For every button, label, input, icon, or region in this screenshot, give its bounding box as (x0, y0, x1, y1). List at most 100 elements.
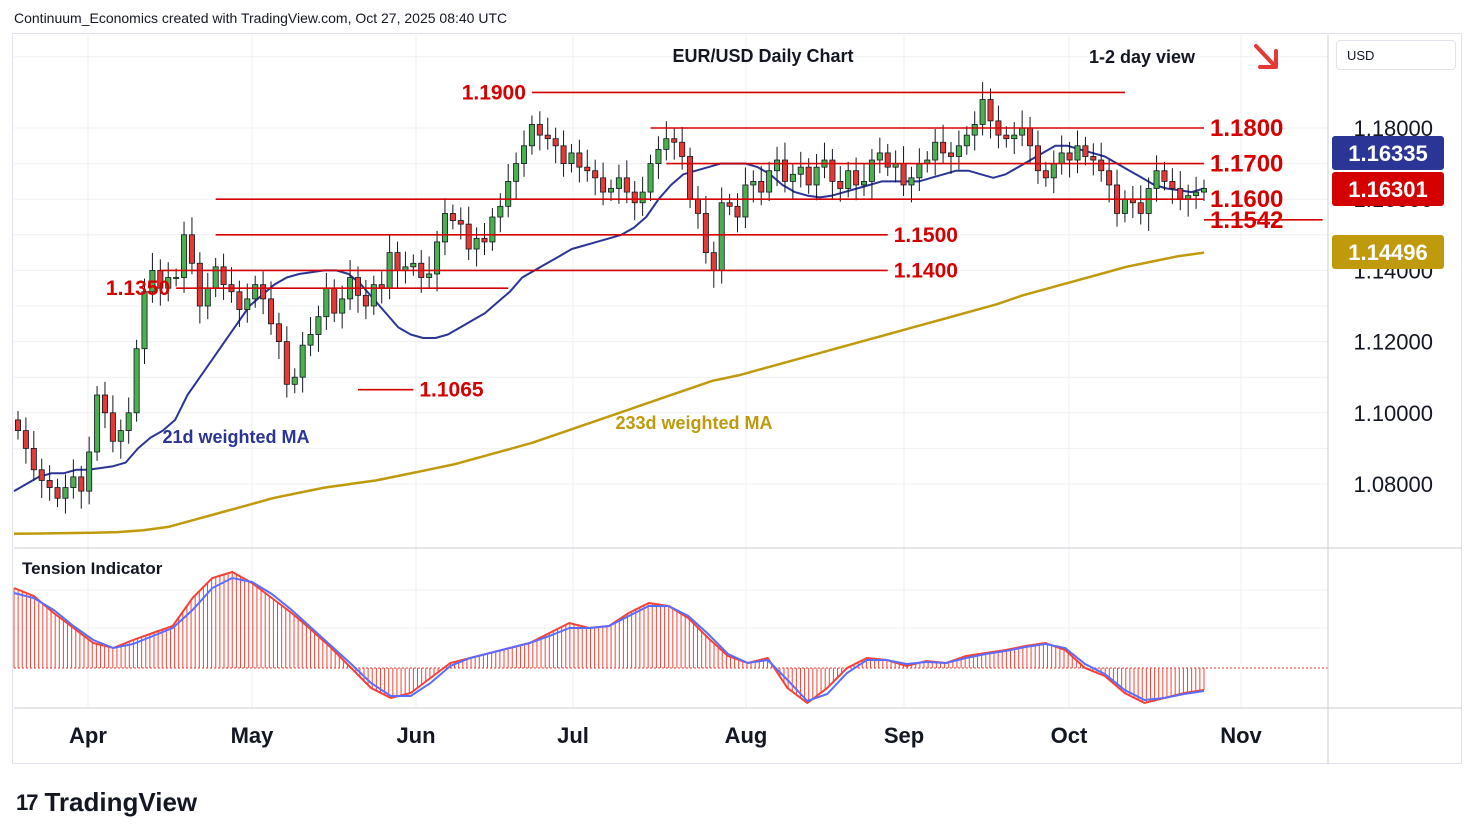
candle-body (410, 262, 417, 268)
candle-body (1019, 127, 1026, 136)
ma21-label: 21d weighted MA (162, 427, 309, 447)
candle-body (528, 124, 535, 147)
candle-body (149, 269, 156, 293)
candle-body (766, 170, 773, 193)
candle-body (473, 237, 480, 250)
candle-body (1034, 145, 1041, 172)
candle-body (449, 213, 456, 221)
candle-body (252, 284, 259, 300)
candle (979, 82, 986, 136)
level-1-1500: 1.1500 (215, 224, 958, 247)
candle (299, 331, 306, 393)
candle (1106, 159, 1113, 203)
candle-body (592, 170, 599, 179)
candle (362, 280, 369, 320)
candle (884, 144, 891, 177)
candle-body (679, 141, 686, 157)
candle-body (623, 177, 630, 193)
candle (544, 117, 551, 150)
candle (220, 253, 227, 300)
candle (766, 161, 773, 201)
candle-body (30, 447, 37, 471)
candle-body (165, 277, 172, 289)
ma21-path (13, 144, 1205, 492)
candle (813, 153, 820, 201)
candle-body (1193, 191, 1200, 197)
candle-body (536, 124, 543, 136)
candle-body (908, 177, 915, 186)
candle (853, 157, 860, 201)
candle-body (1137, 202, 1144, 214)
candle-body (900, 163, 907, 186)
candle-body (465, 223, 472, 250)
ma233-path (13, 251, 1205, 536)
candle (505, 163, 512, 218)
candle (394, 241, 401, 288)
candle-body (742, 184, 749, 218)
candle (797, 151, 804, 188)
candle-body (339, 298, 346, 314)
candle (908, 166, 915, 203)
candle (441, 198, 448, 256)
candle (845, 161, 852, 198)
candle (615, 164, 622, 204)
candle (947, 141, 954, 174)
ma21-line (13, 144, 1205, 492)
candle-body (576, 152, 583, 168)
candle (576, 139, 583, 183)
candle (631, 181, 638, 221)
level-label: 1.1350 (106, 277, 170, 300)
x-tick-label: Jun (396, 723, 435, 748)
candle-body (1066, 152, 1073, 161)
candle (204, 272, 211, 320)
candle-body (940, 141, 947, 154)
candle (1034, 130, 1041, 184)
candle-body (173, 277, 180, 279)
level-label: 1.1542 (1210, 207, 1283, 234)
candle-body (726, 202, 733, 207)
price-badge-bg (1332, 235, 1444, 269)
candle-body (505, 180, 512, 207)
candle (410, 254, 417, 276)
candle (900, 146, 907, 196)
candle (932, 129, 939, 176)
candle-body (497, 205, 504, 218)
tradingview-brand[interactable]: 17 TradingView (16, 787, 197, 818)
candle (465, 206, 472, 261)
candle (1098, 142, 1105, 182)
candle-body (861, 180, 868, 186)
candle-body (236, 291, 243, 310)
currency-button[interactable]: USD (1336, 40, 1456, 70)
candle (14, 411, 21, 440)
candle (1090, 143, 1097, 176)
candle (38, 458, 45, 498)
x-tick-label: Apr (69, 723, 107, 748)
candle (1153, 155, 1160, 202)
candle (418, 250, 425, 293)
candle-body (1027, 127, 1034, 147)
candle (70, 459, 77, 499)
candle (307, 317, 314, 357)
candle-body (710, 252, 717, 271)
candle (623, 160, 630, 204)
candle (386, 235, 393, 300)
candle (1027, 116, 1034, 164)
candle-body (331, 287, 338, 314)
candle (1114, 169, 1121, 227)
candle (141, 278, 148, 365)
candle-body (560, 145, 567, 165)
candle (694, 186, 701, 229)
candle-body (94, 394, 101, 453)
x-tick-label: Nov (1220, 723, 1262, 748)
candle (268, 281, 275, 335)
candle (671, 127, 678, 160)
level-label: 1.1065 (419, 379, 484, 402)
candle-body (837, 180, 844, 189)
candle-body (481, 237, 488, 243)
candle-body (394, 252, 401, 271)
candle (774, 146, 781, 187)
candle (291, 368, 298, 394)
candle (354, 266, 361, 313)
candle-body (521, 145, 528, 165)
